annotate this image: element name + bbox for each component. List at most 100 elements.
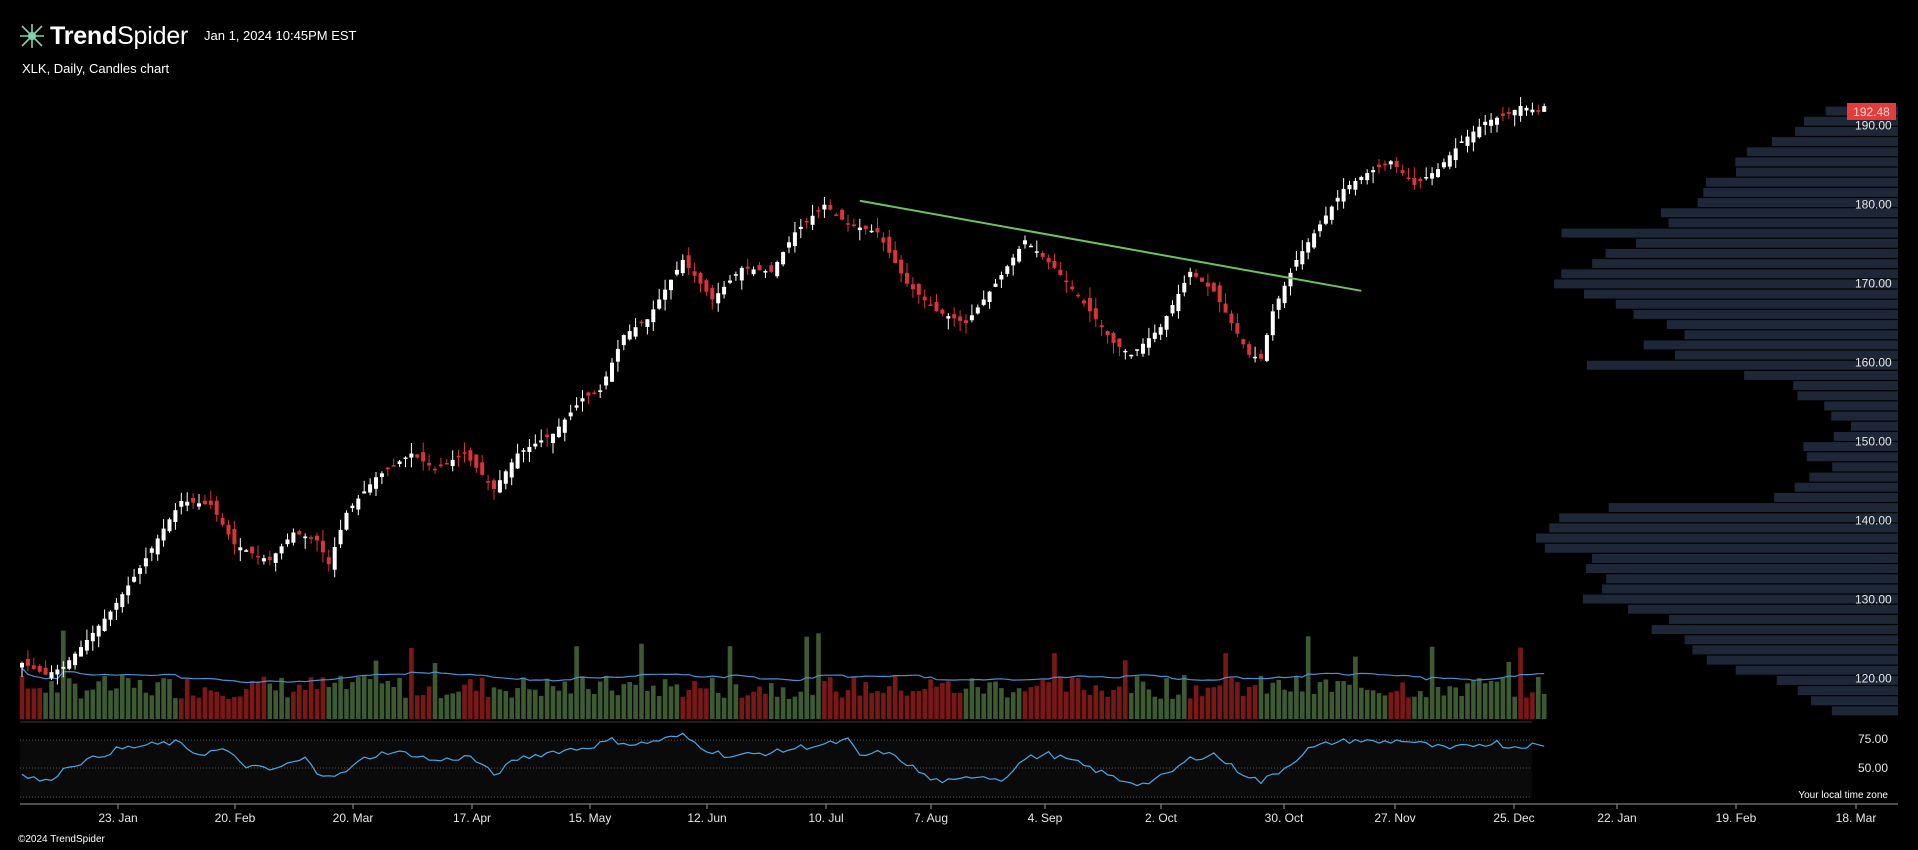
volume-bar	[96, 681, 101, 719]
volume-bar	[898, 690, 904, 719]
volume-bar	[261, 676, 267, 719]
volume-bar	[668, 686, 674, 719]
volume-bar	[892, 676, 898, 719]
candle-body	[905, 272, 909, 284]
volume-bar	[562, 681, 568, 719]
volume-bar	[285, 697, 290, 719]
timezone-note: Your local time zone	[1798, 790, 1888, 801]
price-tick-label: 150.00	[1855, 435, 1892, 449]
volume-profile-bar	[1771, 137, 1898, 147]
candle-body	[326, 557, 331, 565]
volume-bar	[845, 690, 851, 719]
candle-body	[1241, 339, 1246, 345]
volume-bar	[934, 686, 939, 719]
candle-body	[922, 296, 927, 301]
candle-body	[728, 280, 732, 283]
volume-bar	[314, 688, 320, 719]
candle-body	[1388, 161, 1393, 165]
volume-bar	[745, 695, 750, 719]
candle-body	[916, 283, 921, 295]
volume-bar	[1235, 682, 1240, 719]
volume-bar	[1022, 691, 1028, 719]
volume-bar	[491, 687, 497, 719]
volume-profile-bar	[1684, 330, 1898, 340]
volume-bar	[1435, 686, 1441, 719]
candle-body	[256, 555, 260, 558]
candle-body	[167, 519, 172, 532]
volume-bar	[574, 646, 579, 719]
volume-bar	[243, 689, 249, 719]
volume-bar	[1170, 698, 1175, 719]
candle-body	[551, 433, 555, 444]
candle-body	[1046, 257, 1051, 263]
candle-body	[787, 242, 791, 248]
candle-body	[1506, 112, 1511, 114]
volume-bar	[1087, 694, 1093, 719]
candle-body	[1058, 269, 1063, 276]
volume-profile-bar	[1592, 553, 1898, 563]
volume-bar	[533, 689, 538, 719]
volume-bar	[810, 694, 815, 719]
volume-bar	[25, 688, 31, 719]
volume-bar	[993, 681, 998, 719]
volume-profile-bar	[1803, 442, 1898, 452]
candle-body	[1477, 126, 1482, 138]
candle-body	[869, 230, 874, 233]
trendline[interactable]	[859, 199, 1362, 292]
candle-body	[191, 497, 196, 503]
volume-bar	[1382, 695, 1388, 719]
volume-bar	[385, 680, 391, 719]
volume-bar	[674, 684, 680, 719]
candle-body	[757, 265, 762, 271]
candle-body	[1394, 160, 1399, 168]
volume-profile-bar	[1776, 675, 1898, 685]
candle-body	[1282, 285, 1287, 304]
volume-bar	[1199, 696, 1205, 719]
volume-bar	[161, 678, 166, 719]
volume-bar	[727, 646, 733, 719]
candle-body	[828, 205, 833, 210]
volume-bar	[1028, 687, 1034, 719]
volume-bar	[184, 679, 190, 719]
candle-body	[1223, 303, 1228, 313]
candle-body	[155, 538, 160, 555]
candle-body	[1117, 338, 1122, 347]
volume-bar	[1282, 689, 1287, 719]
volume-bar	[904, 695, 910, 719]
candle-body	[1365, 173, 1370, 181]
candle-body	[1377, 164, 1381, 168]
candle-body	[763, 271, 768, 273]
candle-body	[415, 454, 420, 458]
candle-body	[1306, 242, 1311, 253]
time-tick-label: 25. Dec	[1493, 811, 1534, 825]
volume-profile-bar	[1793, 381, 1898, 391]
candle-body	[875, 228, 880, 233]
candle-body	[497, 480, 502, 493]
candle-body	[1211, 282, 1216, 292]
volume-bar	[220, 695, 225, 719]
candle-body	[444, 463, 449, 465]
candle-body	[1276, 298, 1281, 310]
candle-body	[403, 457, 408, 460]
candle-body	[379, 473, 384, 478]
volume-bar	[1329, 691, 1335, 719]
volume-bar	[568, 693, 573, 719]
volume-profile-bar	[1774, 492, 1898, 502]
candle-body	[1111, 332, 1116, 343]
volume-profile-bar	[1549, 523, 1898, 533]
candle-body	[1294, 260, 1299, 267]
candle-body	[1235, 323, 1240, 334]
time-tick-label: 7. Aug	[914, 811, 948, 825]
candle-body	[1005, 266, 1010, 274]
brand-logo: TrendSpider	[50, 20, 188, 52]
volume-bar	[125, 678, 131, 719]
volume-bar	[1394, 690, 1399, 719]
candle-body	[686, 255, 691, 268]
candle-body	[143, 558, 148, 567]
candle-body	[1489, 119, 1494, 126]
candle-body	[1141, 343, 1145, 354]
volume-profile-bar	[1608, 503, 1898, 513]
candle-body	[362, 491, 367, 494]
volume-bar	[1069, 677, 1075, 719]
